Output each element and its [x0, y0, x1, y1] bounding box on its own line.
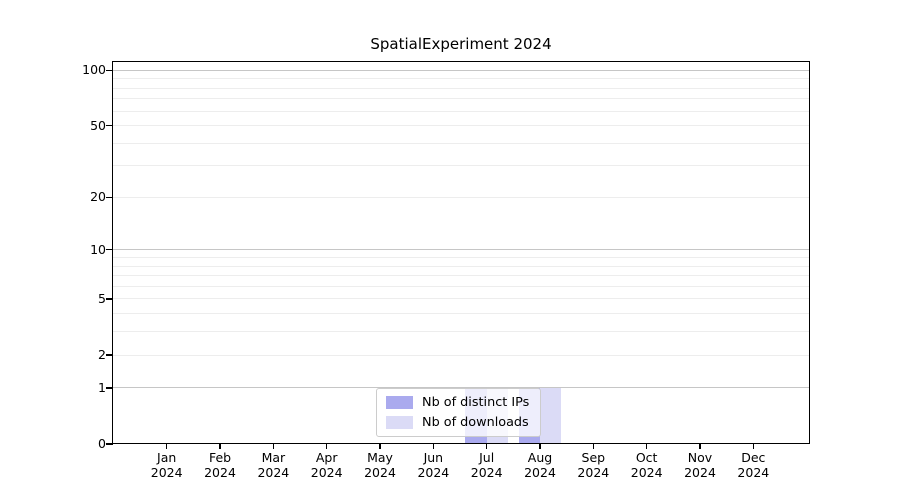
x-tick-mark-mar — [272, 444, 275, 449]
x-tick-label-jun: Jun 2024 — [417, 450, 450, 480]
minor-gridline-30 — [113, 165, 810, 167]
x-tick-mark-nov — [699, 444, 701, 449]
y-tick-label-20: 20 — [90, 189, 106, 205]
minor-gridline-4 — [113, 313, 810, 315]
minor-gridline-90 — [113, 78, 810, 80]
minor-gridline-6 — [113, 285, 810, 287]
x-tick-label-nov: Nov 2024 — [684, 450, 716, 480]
legend-label-distinct-ips: Nb of distinct IPs — [422, 395, 530, 410]
minor-gridline-9 — [113, 256, 810, 258]
legend-label-downloads: Nb of downloads — [422, 415, 529, 430]
legend-swatch-distinct-ips — [386, 396, 413, 409]
minor-gridline-40 — [113, 142, 810, 144]
x-tick-label-aug: Aug 2024 — [524, 450, 556, 480]
y-tick-mark-5 — [106, 298, 113, 300]
major-gridline-100 — [113, 69, 810, 71]
minor-gridline-3 — [113, 331, 810, 333]
x-tick-mark-dec — [752, 444, 755, 449]
x-tick-label-dec: Dec 2024 — [737, 450, 770, 480]
minor-gridline-8 — [113, 265, 810, 267]
y-tick-label-10: 10 — [90, 241, 106, 257]
x-tick-mark-may — [379, 444, 381, 449]
x-tick-mark-jan — [166, 444, 168, 449]
y-tick-mark-10 — [106, 249, 113, 251]
y-tick-mark-1 — [106, 387, 113, 389]
y-tick-mark-2 — [106, 354, 113, 356]
y-tick-label-1: 1 — [98, 379, 106, 395]
x-tick-label-may: May 2024 — [364, 450, 396, 480]
x-tick-label-feb: Feb 2024 — [204, 450, 236, 480]
x-tick-label-apr: Apr 2024 — [310, 450, 343, 480]
x-tick-label-oct: Oct 2024 — [630, 450, 663, 480]
x-tick-mark-apr — [326, 444, 328, 449]
y-tick-label-50: 50 — [90, 117, 106, 133]
y-tick-mark-0 — [106, 443, 113, 445]
x-tick-label-sep: Sep 2024 — [577, 450, 610, 480]
y-tick-mark-20 — [106, 196, 113, 199]
minor-gridline-2 — [113, 354, 810, 356]
minor-gridline-60 — [113, 110, 810, 112]
x-tick-mark-feb — [219, 444, 221, 449]
legend-item-downloads: Nb of downloads — [386, 416, 531, 429]
x-tick-mark-jul — [486, 444, 488, 449]
major-gridline-10 — [113, 249, 810, 251]
chart-title: SpatialExperiment 2024 — [370, 35, 552, 53]
minor-gridline-7 — [113, 275, 810, 277]
x-tick-label-jan: Jan 2024 — [150, 450, 183, 480]
minor-gridline-50 — [113, 125, 810, 127]
y-tick-label-0: 0 — [98, 436, 106, 451]
y-tick-label-2: 2 — [98, 347, 106, 362]
x-tick-mark-sep — [592, 444, 595, 449]
minor-gridline-70 — [113, 98, 810, 100]
y-tick-label-100: 100 — [82, 62, 106, 78]
minor-gridline-80 — [113, 87, 810, 89]
y-tick-mark-100 — [106, 69, 113, 71]
bar-downloads-aug-2024 — [540, 387, 562, 444]
x-tick-label-mar: Mar 2024 — [257, 450, 290, 480]
legend-swatch-downloads — [386, 416, 413, 429]
major-gridline-1 — [113, 387, 810, 389]
y-tick-label-5: 5 — [98, 290, 106, 306]
x-tick-mark-jun — [432, 444, 435, 449]
minor-gridline-20 — [113, 196, 810, 198]
x-tick-mark-aug — [539, 444, 541, 449]
minor-gridline-5 — [113, 298, 810, 300]
legend-item-distinct-ips: Nb of distinct IPs — [386, 396, 531, 409]
x-tick-label-jul: Jul 2024 — [470, 450, 503, 480]
y-tick-mark-50 — [106, 124, 113, 127]
x-tick-mark-oct — [646, 444, 648, 449]
legend: Nb of distinct IPs Nb of downloads — [376, 388, 541, 437]
